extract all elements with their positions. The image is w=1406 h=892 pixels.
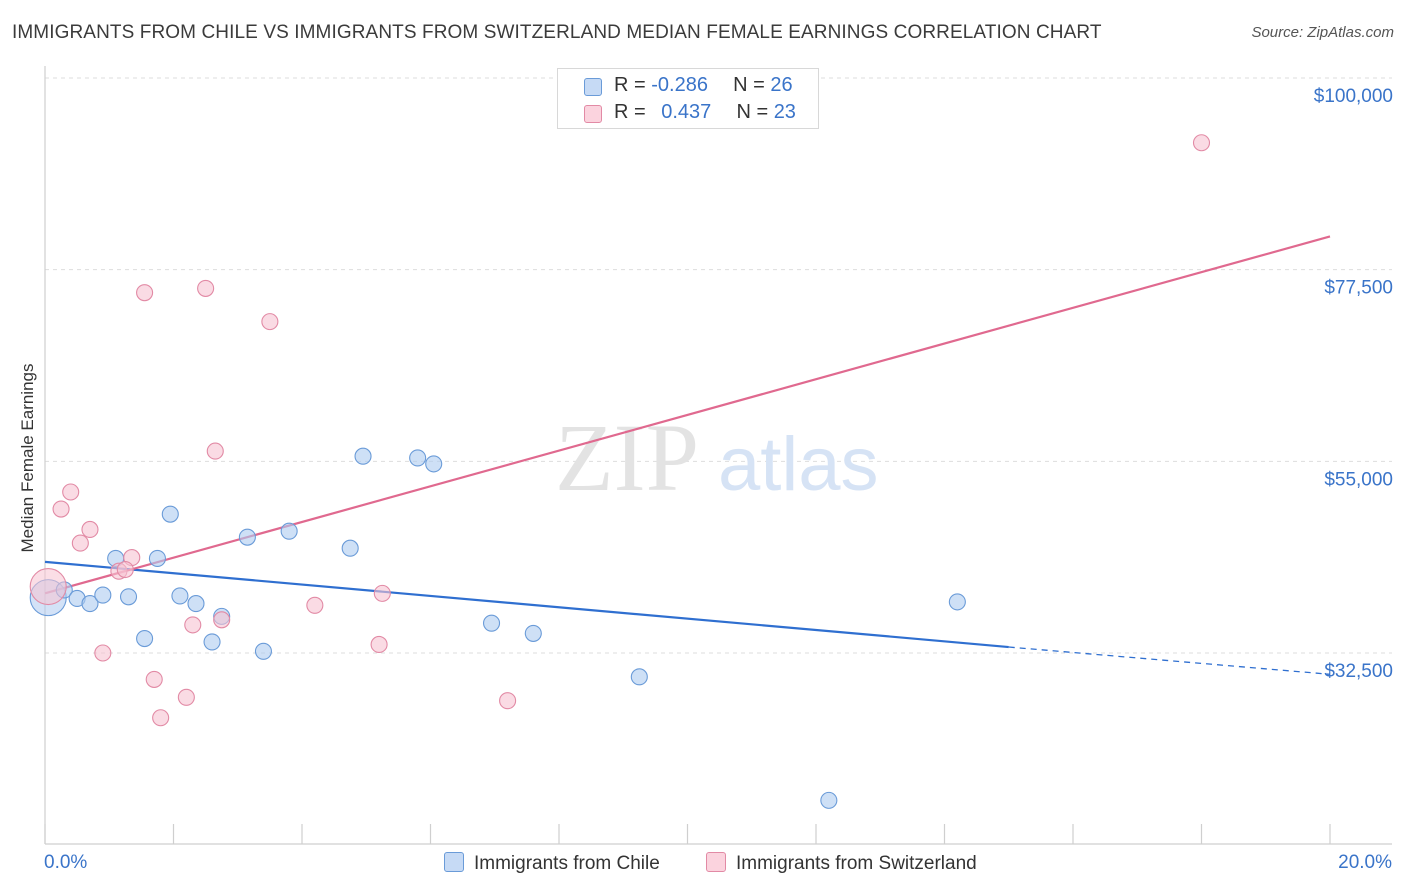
switzerland-swatch [584,105,602,123]
legend-n-label: N = [733,74,771,96]
switzerland-point [213,611,231,629]
switzerland-point [145,670,163,688]
chile-point [254,642,273,660]
x-tick-min: 0.0% [44,852,88,873]
legend-n-label: N = [736,101,774,123]
switzerland-point [94,644,112,662]
switzerland-point [177,688,195,706]
legend-item-chile: Immigrants from Chile [444,852,660,875]
chile-point [425,455,443,473]
chile-swatch [584,78,602,96]
chart-title: IMMIGRANTS FROM CHILE VS IMMIGRANTS FROM… [12,22,1102,43]
chile-point [187,595,205,613]
watermark-zip: ZIP [555,404,699,511]
y-tick-labels: $32,500 $55,000 $77,500 $100,000 [1314,86,1393,682]
source-label: Source: ZipAtlas.com [1251,24,1394,41]
chile-point [948,593,966,611]
chile-point [94,586,112,604]
chile-legend-label: Immigrants from Chile [474,853,660,874]
switzerland-point [499,692,517,710]
switzerland-legend-label: Immigrants from Switzerland [736,853,977,874]
grid-layer [45,77,1392,654]
chile-point [820,791,838,809]
chile-point [119,588,138,606]
switzerland-point [184,616,202,634]
x-tick-max: 20.0% [1338,852,1392,873]
switzerland-point [152,709,170,727]
chile-point [203,633,221,651]
chile-point [280,522,298,540]
chile-trend-line [44,560,1009,649]
chile-point [148,549,166,567]
y-tick-label: $32,500 [1324,661,1393,682]
switzerland-legend-swatch [706,852,726,872]
legend-n-value: 23 [773,101,796,123]
switzerland-point [261,313,279,331]
switzerland-point [306,596,324,614]
legend-row-chile: R = -0.286 N = 26 [558,74,818,102]
chile-point [136,629,154,648]
switzerland-point [52,500,70,518]
chile-point [354,447,372,465]
legend-item-switzerland: Immigrants from Switzerland [706,852,977,875]
chile-point [161,505,179,523]
chile-trend-extension [1008,646,1331,675]
y-tick-label: $100,000 [1314,86,1393,107]
chile-point [409,449,427,467]
legend-r-label: R = [614,74,652,96]
switzerland-point [1192,134,1211,152]
switzerland-point [136,284,154,302]
switzerland-point [116,560,134,579]
switzerland-point [373,584,391,602]
switzerland-point [370,635,388,654]
legend-n-value: 26 [770,74,793,96]
watermark-atlas: atlas [718,422,879,507]
legend-r-value: 0.437 [661,101,712,123]
axis-layer [44,66,1392,845]
chile-point [341,539,359,557]
trend-lines [44,235,1331,675]
watermark: ZIP atlas [555,404,879,511]
switzerland-point [206,442,224,460]
legend-r-label: R = [614,101,652,123]
data-points [29,134,1211,809]
switzerland-point [71,534,89,552]
chile-point [630,668,648,686]
chile-point [238,528,256,546]
legend-row-switzerland: R = 0.437 N = 23 [558,101,818,129]
chile-point [81,595,99,613]
legend-r-value: -0.286 [651,74,708,96]
switzerland-point [29,568,67,606]
switzerland-point [62,483,80,501]
chile-point [171,587,189,605]
y-tick-label: $55,000 [1324,469,1393,490]
correlation-legend: R = -0.286 N = 26 R = 0.437 N = 23 [557,68,819,129]
y-tick-label: $77,500 [1324,278,1393,299]
switzerland-point [197,279,215,297]
chile-point [482,614,501,632]
switzerland-point [81,520,99,539]
chile-legend-swatch [444,852,464,872]
chile-point [524,624,542,642]
switzerland-trend-line [44,235,1331,595]
